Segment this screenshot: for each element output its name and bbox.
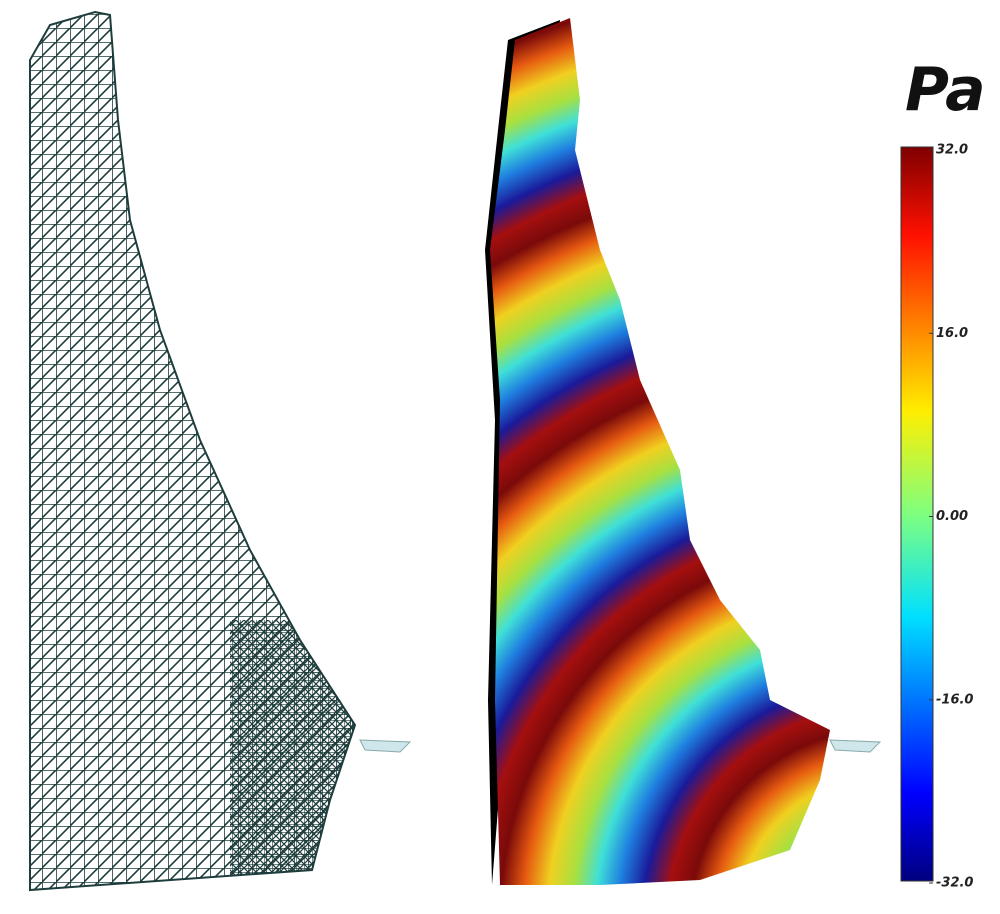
tick-label: 16.0 xyxy=(936,326,968,341)
colorbar-title: Pa xyxy=(905,55,986,125)
wireframe-mesh xyxy=(29,10,412,892)
colorbar-ticks: 32.0 16.0 0.00 -16.0 -32.0 xyxy=(929,143,973,891)
pressure-field xyxy=(485,18,882,885)
tick-label: -16.0 xyxy=(936,692,973,707)
tick-label: 32.0 xyxy=(936,143,968,158)
colorbar xyxy=(900,146,934,882)
tick-label: 0.00 xyxy=(936,509,968,524)
tick-label: -32.0 xyxy=(936,876,973,891)
